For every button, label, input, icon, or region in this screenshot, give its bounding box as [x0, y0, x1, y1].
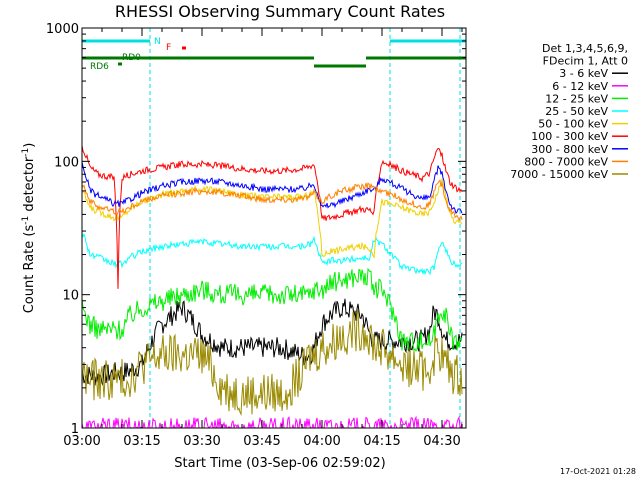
flag-label-1: F	[166, 43, 171, 53]
x-tick-label-5: 04:15	[363, 434, 400, 449]
series-line-3	[82, 233, 463, 276]
x-tick-label-1: 03:15	[123, 434, 160, 449]
legend: Det 1,3,4,5,6,9,FDecim 1, Att 03 - 6 keV…	[510, 42, 628, 181]
x-axis-label: Start Time (03-Sep-06 02:59:02)	[174, 456, 385, 471]
plot-frame	[81, 27, 467, 429]
y-axis-label-part3: )	[22, 143, 37, 148]
y-axis-label-part1: Count Rate (s	[22, 225, 37, 314]
x-tick-label-2: 03:30	[183, 434, 220, 449]
legend-label-7: 800 - 7000 keV	[524, 155, 608, 168]
series-line-7	[82, 179, 463, 222]
x-tick-label-0: 03:00	[63, 434, 100, 449]
flag-label-2: RD0	[122, 53, 141, 63]
y-axis-label-sup1: -1	[21, 216, 31, 225]
series-line-8	[82, 309, 463, 417]
legend-label-1: 6 - 12 keV	[552, 80, 608, 93]
x-tick-label-4: 04:00	[303, 434, 340, 449]
series-line-2	[82, 267, 463, 352]
flag-label-4: RD6	[90, 62, 109, 72]
y-axis-label-sup2: -1	[21, 148, 31, 157]
legend-header-1: FDecim 1, Att 0	[543, 55, 628, 68]
x-tick-label-6: 04:30	[423, 434, 460, 449]
y-axis-label-part2: detector	[22, 156, 37, 216]
legend-label-8: 7000 - 15000 keV	[510, 168, 608, 181]
legend-header-0: Det 1,3,4,5,6,9,	[542, 42, 628, 55]
legend-label-6: 300 - 800 keV	[531, 143, 608, 156]
legend-label-2: 12 - 25 keV	[545, 92, 608, 105]
y-tick-label-0: 1	[71, 422, 79, 437]
chart-title: RHESSI Observing Summary Count Rates	[115, 2, 445, 21]
y-tick-label-3: 1000	[46, 22, 79, 37]
flag-label-0: N	[154, 37, 161, 47]
x-tick-label-3: 03:45	[243, 434, 280, 449]
legend-label-5: 100 - 300 keV	[531, 130, 608, 143]
legend-label-4: 50 - 100 keV	[538, 118, 608, 131]
y-axis-label: Count Rate (s-1 detector-1)	[21, 143, 37, 314]
series-line-4	[82, 178, 463, 259]
footer-timestamp: 17-Oct-2021 01:28	[560, 467, 636, 476]
series-line-1	[82, 415, 463, 428]
y-tick-label-1: 10	[62, 289, 79, 304]
legend-label-3: 25 - 50 keV	[545, 105, 608, 118]
legend-label-0: 3 - 6 keV	[559, 67, 608, 80]
series-line-6	[82, 161, 463, 215]
y-tick-label-2: 100	[54, 155, 79, 170]
series-line-5	[82, 145, 463, 289]
